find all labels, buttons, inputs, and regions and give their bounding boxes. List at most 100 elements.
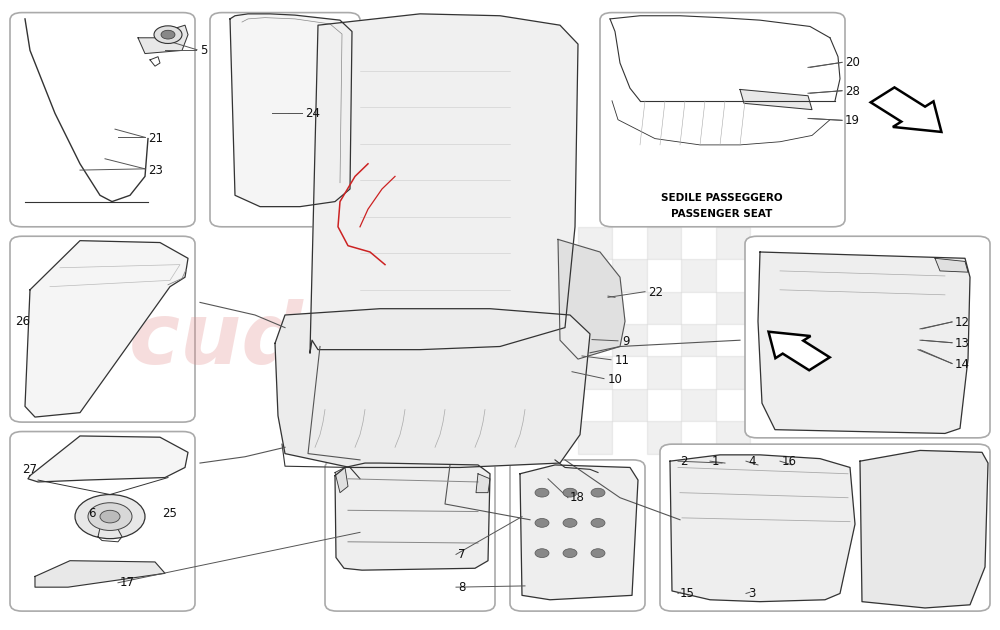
Circle shape — [535, 518, 549, 527]
Circle shape — [100, 510, 120, 523]
Text: parts: parts — [400, 386, 580, 445]
Polygon shape — [138, 25, 188, 54]
Bar — [681, 259, 716, 292]
Circle shape — [563, 488, 577, 497]
Polygon shape — [28, 436, 188, 482]
Circle shape — [88, 503, 132, 530]
Text: PASSENGER SEAT: PASSENGER SEAT — [671, 209, 773, 219]
Circle shape — [535, 549, 549, 558]
Bar — [612, 259, 647, 292]
Bar — [647, 292, 681, 324]
Bar — [543, 259, 578, 292]
Text: 22: 22 — [648, 287, 663, 299]
Bar — [578, 357, 612, 389]
FancyBboxPatch shape — [210, 13, 360, 227]
Polygon shape — [520, 465, 638, 600]
Polygon shape — [230, 14, 352, 207]
Text: 18: 18 — [570, 491, 585, 504]
Text: 12: 12 — [955, 316, 970, 329]
Bar — [440, 292, 474, 324]
Text: 27: 27 — [22, 463, 37, 476]
Text: SEDILE PASSEGGERO: SEDILE PASSEGGERO — [661, 193, 783, 203]
Circle shape — [563, 549, 577, 558]
Bar — [474, 389, 509, 421]
Bar — [578, 421, 612, 454]
Text: 3: 3 — [748, 587, 755, 600]
Text: 19: 19 — [845, 115, 860, 127]
Text: 13: 13 — [955, 337, 970, 350]
Text: 15: 15 — [680, 587, 695, 600]
Polygon shape — [860, 450, 988, 608]
FancyBboxPatch shape — [600, 13, 845, 227]
Bar — [509, 292, 543, 324]
Text: 2: 2 — [680, 455, 688, 467]
Text: 5: 5 — [200, 44, 207, 57]
Text: 28: 28 — [845, 85, 860, 98]
FancyBboxPatch shape — [10, 13, 195, 227]
Polygon shape — [670, 455, 855, 602]
Bar — [612, 324, 647, 357]
Polygon shape — [740, 89, 812, 110]
Bar — [578, 292, 612, 324]
Circle shape — [535, 488, 549, 497]
Polygon shape — [310, 14, 578, 353]
Polygon shape — [769, 332, 830, 370]
Polygon shape — [335, 467, 348, 493]
Bar — [681, 389, 716, 421]
Bar — [647, 421, 681, 454]
Text: 20: 20 — [845, 57, 860, 69]
Text: 7: 7 — [458, 548, 466, 561]
Bar — [543, 389, 578, 421]
FancyBboxPatch shape — [510, 460, 645, 611]
Polygon shape — [758, 252, 970, 433]
Polygon shape — [275, 309, 590, 467]
Bar — [612, 389, 647, 421]
Bar — [647, 227, 681, 259]
Text: Scuderia: Scuderia — [68, 299, 492, 382]
Bar — [716, 357, 750, 389]
FancyBboxPatch shape — [325, 460, 495, 611]
Text: 11: 11 — [615, 354, 630, 367]
Text: 23: 23 — [148, 164, 163, 176]
Bar — [509, 421, 543, 454]
Bar — [440, 421, 474, 454]
FancyBboxPatch shape — [660, 444, 990, 611]
Circle shape — [75, 495, 145, 539]
Circle shape — [591, 549, 605, 558]
Polygon shape — [558, 239, 625, 359]
Text: 21: 21 — [148, 132, 163, 145]
Bar — [509, 227, 543, 259]
Bar — [716, 421, 750, 454]
Text: 9: 9 — [622, 335, 630, 348]
Circle shape — [591, 488, 605, 497]
Polygon shape — [35, 561, 165, 587]
Text: 24: 24 — [305, 107, 320, 120]
Text: 17: 17 — [120, 576, 135, 589]
Bar — [474, 324, 509, 357]
Polygon shape — [871, 88, 941, 132]
Polygon shape — [335, 463, 490, 570]
Polygon shape — [935, 258, 968, 272]
Bar — [509, 357, 543, 389]
Text: 1: 1 — [712, 455, 720, 467]
FancyBboxPatch shape — [745, 236, 990, 438]
Polygon shape — [25, 241, 188, 417]
Bar — [716, 227, 750, 259]
Bar — [681, 324, 716, 357]
Text: 8: 8 — [458, 581, 465, 593]
Polygon shape — [476, 474, 490, 493]
Bar — [716, 292, 750, 324]
Text: 10: 10 — [608, 373, 623, 386]
Bar — [578, 227, 612, 259]
Circle shape — [591, 518, 605, 527]
FancyBboxPatch shape — [10, 236, 195, 422]
Bar — [543, 324, 578, 357]
Circle shape — [563, 518, 577, 527]
Circle shape — [154, 26, 182, 43]
Bar — [647, 357, 681, 389]
Bar — [440, 357, 474, 389]
Text: 4: 4 — [748, 455, 756, 467]
Bar — [440, 227, 474, 259]
Bar — [474, 259, 509, 292]
Text: 14: 14 — [955, 358, 970, 370]
